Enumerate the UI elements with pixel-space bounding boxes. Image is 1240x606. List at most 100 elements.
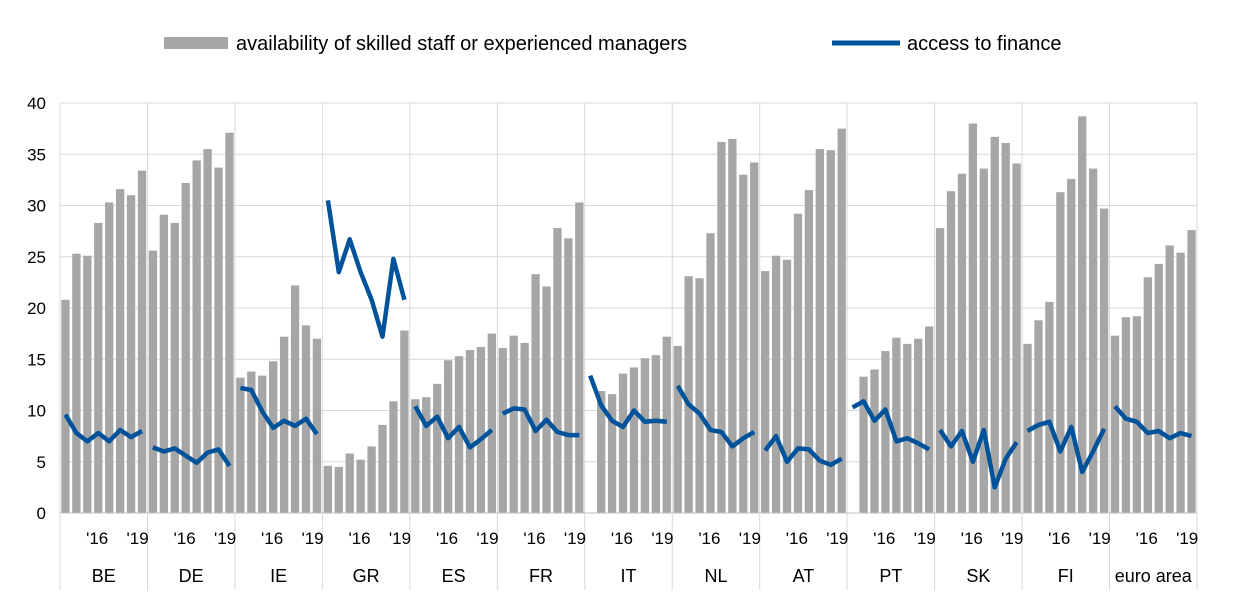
bar [94, 222, 103, 514]
x-group-label: IE [270, 566, 287, 586]
x-year-label: '16 [961, 529, 983, 548]
access-to-finance-line [239, 385, 319, 436]
bar [520, 342, 529, 513]
bar [115, 189, 125, 513]
y-tick-label: 10 [27, 402, 46, 421]
y-tick-label: 35 [27, 145, 46, 164]
bar [859, 376, 868, 513]
bar [924, 326, 934, 513]
y-tick-label: 30 [27, 197, 46, 216]
y-tick-label: 20 [27, 299, 46, 318]
x-group-label: FR [529, 566, 553, 586]
bar [203, 149, 212, 513]
bar [170, 222, 179, 514]
x-group-label: GR [353, 566, 380, 586]
x-year-label: '16 [786, 529, 808, 548]
bar [1034, 320, 1043, 513]
bar [476, 346, 486, 513]
bar [914, 338, 923, 513]
bar [1132, 316, 1142, 513]
bar [1078, 116, 1087, 513]
bar [509, 335, 518, 513]
x-year-label: '19 [301, 529, 323, 548]
bar [225, 132, 234, 513]
bar [739, 174, 748, 513]
bar [815, 149, 824, 513]
bar [531, 274, 540, 513]
x-group-label: AT [793, 566, 815, 586]
bar [597, 391, 606, 513]
bar [979, 168, 988, 513]
bar [1154, 263, 1163, 513]
bar [323, 465, 333, 513]
bar [837, 128, 846, 513]
access-to-finance-lines [63, 200, 1193, 490]
x-year-label: '19 [1001, 529, 1023, 548]
x-year-label: '16 [1136, 529, 1158, 548]
bar [793, 213, 803, 513]
x-year-label: '19 [389, 529, 411, 548]
bar [498, 347, 507, 513]
x-group-label: PT [879, 566, 902, 586]
bar [247, 371, 256, 513]
access-to-finance-line [63, 413, 144, 444]
bar [290, 285, 300, 513]
y-tick-label: 15 [27, 350, 46, 369]
x-year-label: '16 [611, 529, 633, 548]
bar [1143, 277, 1152, 513]
x-year-label: '16 [436, 529, 458, 548]
bar [826, 150, 835, 513]
bar [105, 202, 114, 514]
x-group-label: BE [92, 566, 116, 586]
bar [804, 190, 814, 513]
bar [1187, 230, 1196, 513]
bar [717, 141, 726, 513]
x-year-label: '19 [826, 529, 848, 548]
access-to-finance-line [588, 374, 668, 430]
bar [400, 330, 409, 513]
x-year-label: '16 [86, 529, 108, 548]
x-year-label: '19 [914, 529, 936, 548]
bar [454, 356, 464, 513]
bar [935, 228, 945, 514]
bar [662, 336, 671, 513]
bar [389, 401, 398, 513]
x-year-label: '19 [651, 529, 673, 548]
bar [334, 466, 343, 513]
access-to-finance-line [152, 445, 232, 468]
bar [312, 338, 322, 513]
bar [695, 278, 704, 513]
y-tick-label: 5 [37, 453, 46, 472]
bar [728, 138, 737, 513]
bar [1121, 317, 1131, 513]
access-to-finance-line [1113, 404, 1193, 441]
bar [1165, 245, 1174, 513]
x-year-label: '16 [261, 529, 283, 548]
access-to-finance-line [763, 433, 843, 468]
x-year-label: '19 [214, 529, 236, 548]
x-group-label: ES [442, 566, 466, 586]
bar [968, 123, 978, 513]
bar [651, 355, 660, 513]
bar [640, 358, 650, 513]
x-group-label: FI [1058, 566, 1074, 586]
bar [126, 195, 136, 513]
bar [137, 170, 147, 513]
bar [990, 136, 999, 513]
bar [1056, 192, 1065, 514]
bar [618, 373, 628, 513]
bar [159, 214, 169, 513]
bar [553, 228, 562, 514]
x-group-label: DE [179, 566, 204, 586]
bar [903, 343, 912, 513]
access-to-finance-line [851, 399, 931, 452]
x-axis: '16 '19 BE '16 '19 DE '16 '19 IE '16 '19 GR '16 '19 ES… [60, 512, 1198, 586]
legend-line-label: access to finance [907, 33, 1062, 55]
x-year-label: '16 [698, 529, 720, 548]
y-axis: 0 5 10 15 20 25 30 35 40 [27, 94, 46, 523]
bar [367, 446, 376, 513]
legend: availability of skilled staff or experie… [164, 33, 1062, 55]
bar [542, 286, 551, 513]
bar [892, 337, 901, 513]
bar [61, 299, 70, 513]
